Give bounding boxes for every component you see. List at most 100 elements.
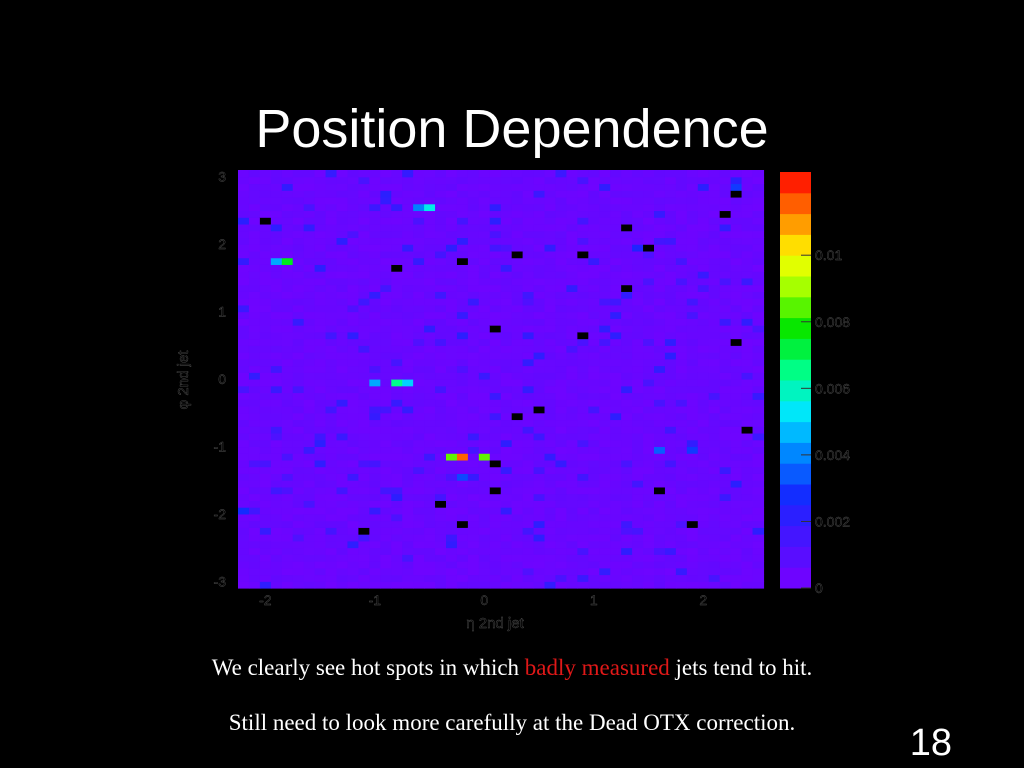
heatmap-cell xyxy=(391,196,403,205)
heatmap-cell xyxy=(489,554,502,562)
heatmap-cell xyxy=(478,277,491,286)
heatmap-cell xyxy=(270,561,283,569)
heatmap-cell xyxy=(741,507,754,515)
heatmap-cell xyxy=(610,486,622,495)
heatmap-cell xyxy=(522,183,535,191)
heatmap-cell xyxy=(489,244,502,252)
heatmap-cell xyxy=(303,277,316,286)
heatmap-cell xyxy=(347,244,360,252)
heatmap-cell xyxy=(643,237,655,245)
heatmap-cell xyxy=(522,190,535,198)
heatmap-cell xyxy=(511,250,524,259)
heatmap-cell xyxy=(413,453,425,461)
heatmap-cell xyxy=(533,183,546,191)
heatmap-cell xyxy=(259,446,272,454)
heatmap-cell xyxy=(347,291,360,299)
heatmap-cell xyxy=(478,352,491,360)
heatmap-cell xyxy=(467,561,480,569)
heatmap-cell xyxy=(314,480,327,488)
heatmap-cell xyxy=(238,453,250,461)
heatmap-cell xyxy=(489,574,502,582)
heatmap-cell xyxy=(719,574,732,582)
heatmap-cell xyxy=(588,500,600,508)
heatmap-cell xyxy=(369,210,381,218)
heatmap-cell xyxy=(533,338,546,346)
heatmap-cell xyxy=(489,352,502,360)
heatmap-cell xyxy=(413,392,425,400)
heatmap-cell xyxy=(456,190,469,198)
heatmap-cell xyxy=(292,244,305,252)
heatmap-cell xyxy=(369,196,381,205)
heatmap-cell xyxy=(675,325,688,333)
heatmap-cell xyxy=(314,264,327,272)
heatmap-cell xyxy=(413,298,425,306)
heatmap-cell xyxy=(325,264,338,272)
heatmap-cell xyxy=(303,534,316,542)
heatmap-cell xyxy=(654,210,666,218)
heatmap-cell xyxy=(238,446,250,454)
heatmap-cell xyxy=(708,561,721,569)
colorbar-segment xyxy=(780,359,811,381)
heatmap-cell xyxy=(435,466,447,474)
heatmap-cell xyxy=(347,183,360,191)
heatmap-cell xyxy=(413,170,425,178)
heatmap-cell xyxy=(270,358,283,367)
heatmap-cell xyxy=(413,311,425,319)
heatmap-cell xyxy=(555,480,568,488)
heatmap-cell xyxy=(708,493,721,501)
heatmap-cell xyxy=(336,520,349,528)
heatmap-cell xyxy=(391,540,403,549)
heatmap-cell xyxy=(369,365,381,373)
heatmap-cell xyxy=(238,183,250,191)
heatmap-cell xyxy=(621,446,633,454)
heatmap-cell xyxy=(566,473,578,481)
heatmap-cell xyxy=(643,419,655,427)
heatmap-cell xyxy=(336,291,349,299)
heatmap-cell xyxy=(336,196,349,205)
heatmap-cell xyxy=(686,507,699,515)
colorbar-segment xyxy=(780,380,811,402)
heatmap-cell xyxy=(391,574,403,582)
heatmap-cell xyxy=(281,412,294,421)
heatmap-cell xyxy=(402,365,414,373)
heatmap-cell xyxy=(303,419,316,427)
heatmap-cell xyxy=(358,419,370,427)
heatmap-cell xyxy=(697,567,710,576)
heatmap-cell xyxy=(325,358,338,367)
heatmap-cell xyxy=(402,379,414,387)
heatmap-cell xyxy=(544,385,557,394)
heatmap-cell xyxy=(456,298,469,306)
heatmap-cell xyxy=(730,284,743,292)
heatmap-cell xyxy=(369,581,381,589)
heatmap-cell xyxy=(588,338,600,346)
heatmap-cell xyxy=(599,486,611,495)
heatmap-cell xyxy=(402,486,414,495)
heatmap-cell xyxy=(402,331,414,340)
heatmap-cell xyxy=(588,473,600,481)
heatmap-cell xyxy=(544,399,557,407)
heatmap-cell xyxy=(248,379,261,387)
heatmap-cell xyxy=(489,412,502,421)
heatmap-cell xyxy=(621,284,633,292)
heatmap-cell xyxy=(467,217,480,225)
heatmap-cell xyxy=(511,426,524,434)
heatmap-cell xyxy=(489,513,502,522)
heatmap-cell xyxy=(610,284,622,292)
heatmap-cell xyxy=(314,520,327,528)
heatmap-cell xyxy=(248,527,261,535)
heatmap-cell xyxy=(511,203,524,212)
heatmap-cell xyxy=(610,507,622,515)
heatmap-cell xyxy=(303,412,316,421)
heatmap-cell xyxy=(435,284,447,292)
heatmap-cell xyxy=(719,304,732,313)
heatmap-cell xyxy=(259,399,272,407)
heatmap-cell xyxy=(599,520,611,528)
heatmap-cell xyxy=(533,581,546,589)
heatmap-cell xyxy=(741,365,754,373)
heatmap-cell xyxy=(599,365,611,373)
heatmap-cell xyxy=(281,534,294,542)
heatmap-cell xyxy=(467,210,480,218)
heatmap-cell xyxy=(599,453,611,461)
heatmap-cell xyxy=(489,318,502,326)
heatmap-cell xyxy=(697,318,710,326)
